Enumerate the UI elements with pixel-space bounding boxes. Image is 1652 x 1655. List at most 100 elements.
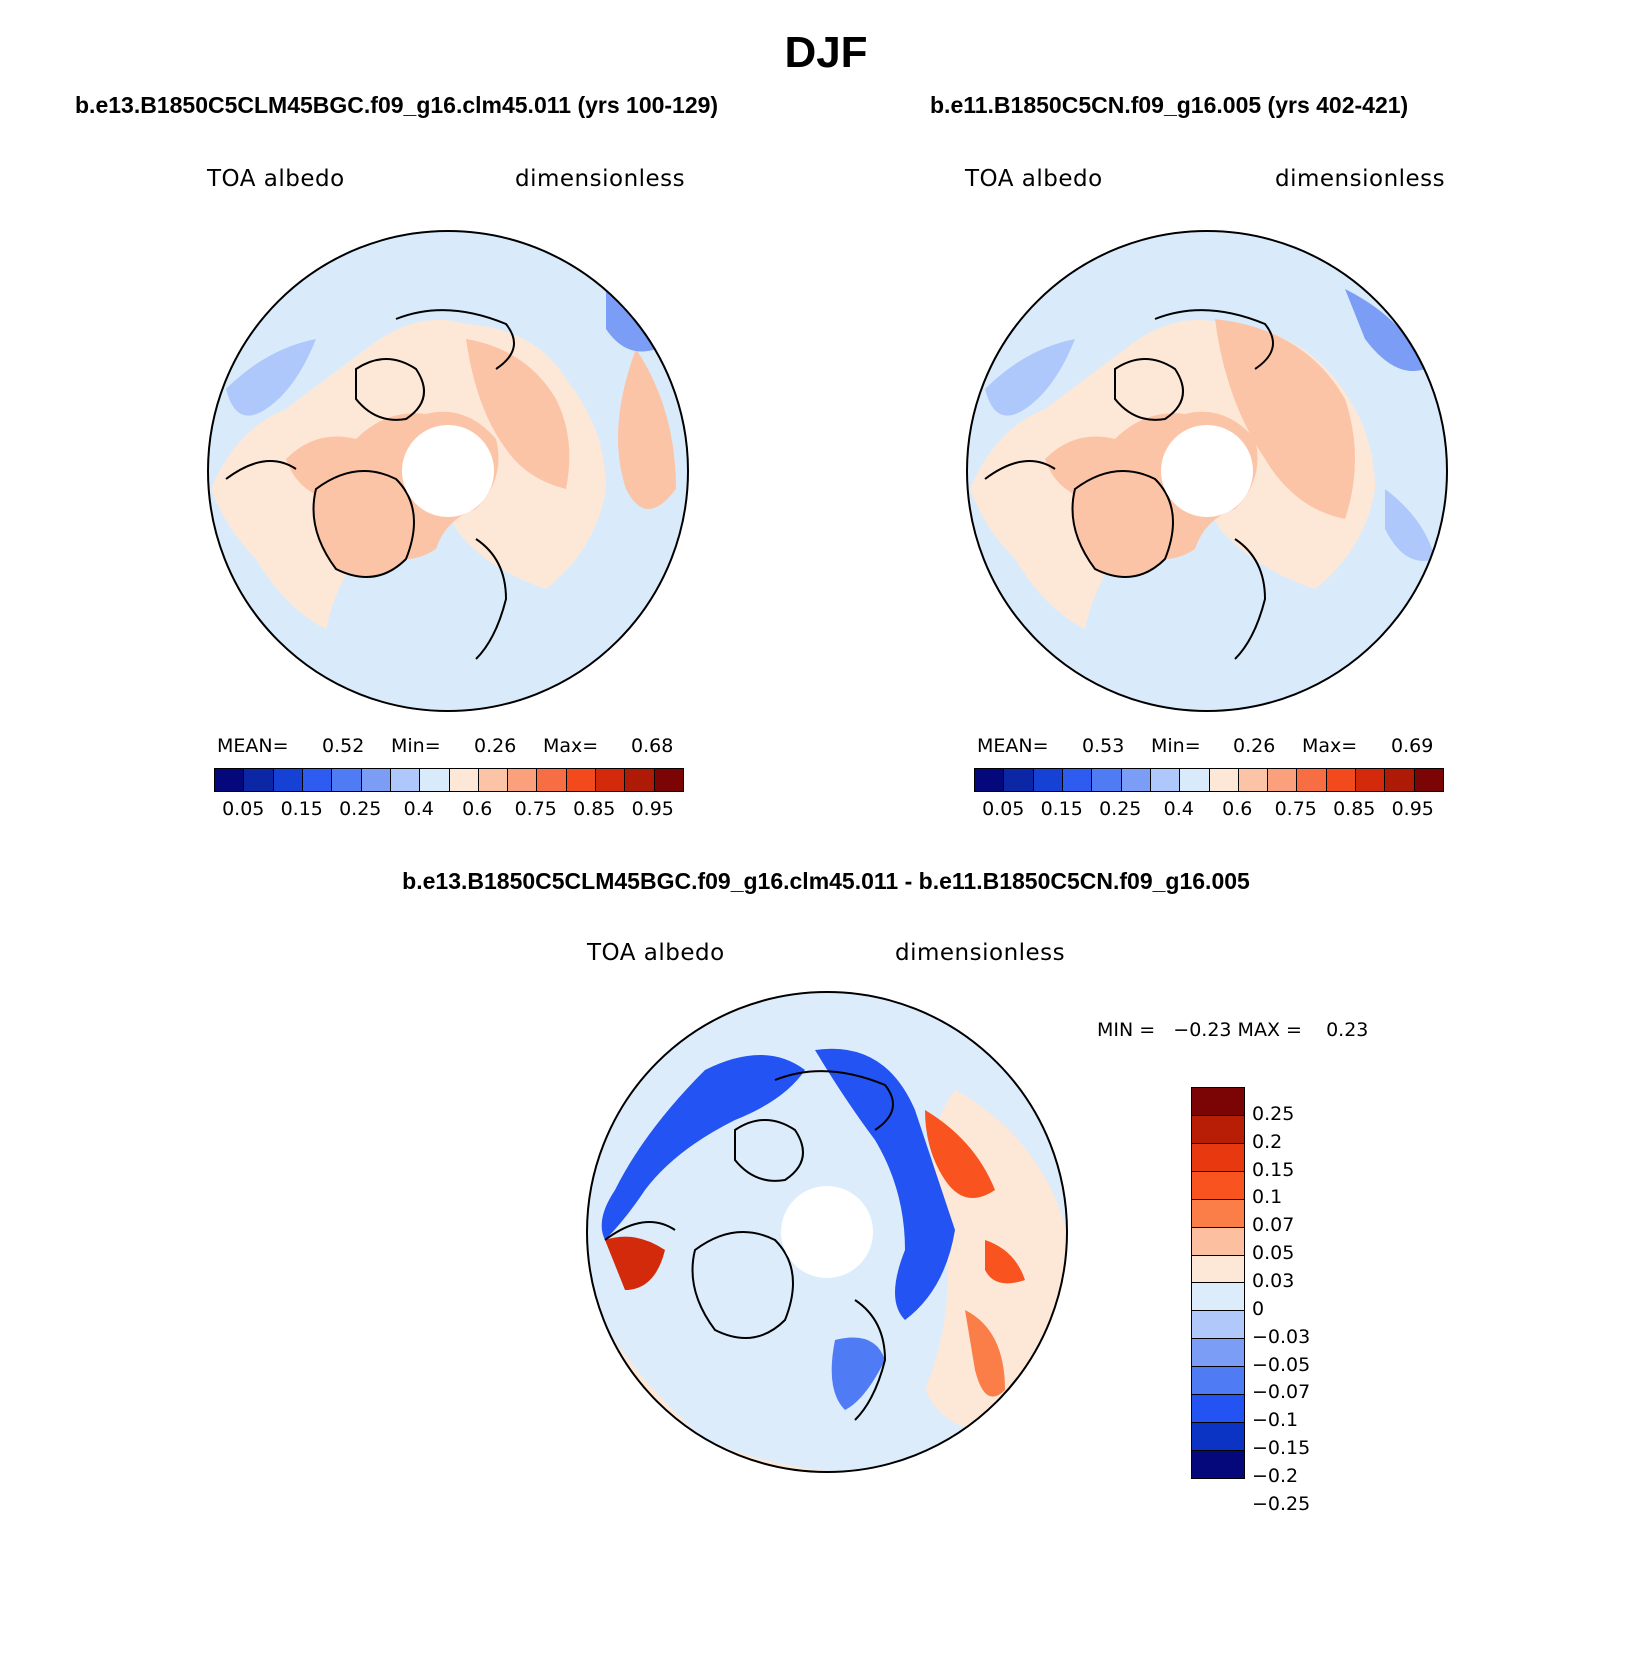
- colorbar-tick-label: 0.85: [1333, 798, 1376, 820]
- colorbar-tick-label: 0.07: [1252, 1214, 1295, 1237]
- diff-polar-map: [586, 991, 1068, 1473]
- colorbar-tick-label: 0.15: [1252, 1158, 1295, 1181]
- colorbar-tick-label: 0.25: [1099, 798, 1142, 820]
- colorbar-swatch: [215, 769, 245, 791]
- left-min-label: Min=: [391, 735, 441, 757]
- colorbar-swatch: [1192, 1255, 1244, 1284]
- colorbar-swatch: [1385, 769, 1415, 791]
- colorbar-swatch: [1062, 769, 1093, 791]
- right-variable-label: TOA albedo: [965, 166, 1103, 192]
- colorbar-swatch: [478, 769, 509, 791]
- right-min-label: Min=: [1151, 735, 1201, 757]
- colorbar-swatch: [1192, 1227, 1244, 1256]
- colorbar-swatch: [625, 769, 655, 791]
- colorbar-tick-label: 0.95: [631, 798, 674, 820]
- colorbar-tick-label: 0.2: [1252, 1130, 1283, 1153]
- colorbar-swatch: [1192, 1367, 1244, 1396]
- left-mean-value: 0.52: [322, 735, 365, 757]
- colorbar-swatch: [1192, 1143, 1244, 1172]
- colorbar-tick-label: 0.75: [514, 798, 557, 820]
- colorbar-swatch: [537, 769, 567, 791]
- diff-units-label: dimensionless: [895, 940, 1066, 966]
- left-min-value: 0.26: [474, 735, 517, 757]
- colorbar-swatch: [596, 769, 626, 791]
- colorbar-swatch: [1326, 769, 1357, 791]
- left-variable-label: TOA albedo: [207, 166, 345, 192]
- colorbar-tick-label: 0.4: [1163, 798, 1194, 820]
- colorbar-tick-label: 0.03: [1252, 1270, 1295, 1292]
- colorbar-tick-label: 0.75: [1274, 798, 1317, 820]
- colorbar-swatch: [1092, 769, 1122, 791]
- colorbar-swatch: [1192, 1450, 1244, 1478]
- colorbar-tick-label: 0.1: [1252, 1186, 1283, 1209]
- colorbar-tick-label: −0.07: [1252, 1381, 1311, 1404]
- colorbar-swatch: [1192, 1339, 1244, 1368]
- right-mean-label: MEAN=: [977, 735, 1049, 757]
- colorbar-tick-label: −0.15: [1252, 1437, 1311, 1460]
- left-max-label: Max=: [543, 735, 599, 757]
- colorbar-swatch: [975, 769, 1005, 791]
- colorbar-swatch: [654, 769, 683, 791]
- colorbar-swatch: [1238, 769, 1269, 791]
- colorbar-swatch: [1356, 769, 1386, 791]
- colorbar-swatch: [1192, 1283, 1244, 1312]
- right-polar-map: [966, 230, 1448, 712]
- colorbar-swatch: [1192, 1423, 1244, 1451]
- right-mean-value: 0.53: [1082, 735, 1125, 757]
- colorbar-tick-label: 0.4: [403, 798, 434, 820]
- left-mean-label: MEAN=: [217, 735, 289, 757]
- left-case-title: b.e13.B1850C5CLM45BGC.f09_g16.clm45.011 …: [75, 92, 719, 118]
- colorbar-tick-label: 0: [1252, 1297, 1265, 1320]
- colorbar-swatch: [1192, 1088, 1244, 1116]
- colorbar-swatch: [566, 769, 597, 791]
- left-max-value: 0.68: [631, 735, 674, 757]
- colorbar-tick-label: 0.05: [982, 798, 1025, 820]
- left-polar-map: [207, 230, 689, 712]
- colorbar-swatch: [1033, 769, 1063, 791]
- colorbar-swatch: [390, 769, 421, 791]
- left-units-label: dimensionless: [515, 166, 686, 192]
- colorbar-swatch: [420, 769, 450, 791]
- colorbar-swatch: [508, 769, 538, 791]
- colorbar-swatch: [1192, 1115, 1244, 1144]
- colorbar-tick-label: 0.15: [280, 798, 323, 820]
- right-min-value: 0.26: [1233, 735, 1276, 757]
- colorbar-swatch: [302, 769, 333, 791]
- colorbar-swatch: [244, 769, 274, 791]
- colorbar-tick-label: 0.25: [1252, 1102, 1295, 1125]
- colorbar-tick-label: 0.05: [1252, 1242, 1295, 1265]
- right-units-label: dimensionless: [1275, 166, 1446, 192]
- colorbar-swatch: [1192, 1395, 1244, 1424]
- right-case-title: b.e11.B1850C5CN.f09_g16.005 (yrs 402-421…: [930, 92, 1409, 118]
- colorbar-swatch: [1180, 769, 1210, 791]
- diff-case-title: b.e13.B1850C5CLM45BGC.f09_g16.clm45.011 …: [402, 868, 1250, 894]
- colorbar-swatch: [1209, 769, 1239, 791]
- colorbar-tick-label: −0.25: [1252, 1492, 1311, 1515]
- colorbar-tick-label: 0.85: [573, 798, 616, 820]
- colorbar-tick-label: −0.2: [1252, 1465, 1299, 1487]
- right-max-label: Max=: [1302, 735, 1358, 757]
- colorbar-swatch: [1414, 769, 1443, 791]
- colorbar-swatch: [1192, 1199, 1244, 1228]
- colorbar-swatch: [273, 769, 303, 791]
- colorbar-tick-label: 0.6: [1222, 798, 1253, 820]
- colorbar-swatch: [1192, 1171, 1244, 1200]
- colorbar-tick-label: −0.03: [1252, 1325, 1311, 1348]
- page-title: DJF: [784, 28, 868, 77]
- colorbar-swatch: [1268, 769, 1298, 791]
- colorbar-swatch: [1121, 769, 1151, 791]
- colorbar-tick-label: 0.6: [462, 798, 493, 820]
- colorbar-tick-label: 0.25: [339, 798, 382, 820]
- colorbar-swatch: [1297, 769, 1327, 791]
- right-colorbar: [974, 768, 1444, 792]
- colorbar-tick-label: −0.05: [1252, 1353, 1311, 1376]
- diff-variable-label: TOA albedo: [587, 940, 725, 966]
- colorbar-tick-label: 0.15: [1040, 798, 1083, 820]
- colorbar-swatch: [361, 769, 391, 791]
- diff-colorbar: [1191, 1087, 1245, 1479]
- left-colorbar: [214, 768, 684, 792]
- colorbar-swatch: [1150, 769, 1181, 791]
- colorbar-swatch: [449, 769, 479, 791]
- diff-min-max: MIN = −0.23 MAX = 0.23: [1097, 1019, 1369, 1041]
- colorbar-tick-label: 0.95: [1391, 798, 1434, 820]
